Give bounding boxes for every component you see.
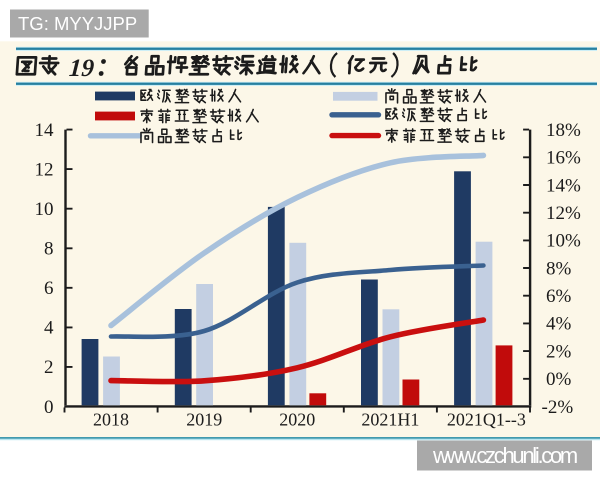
svg-text:18%: 18%	[546, 120, 581, 141]
svg-text:12: 12	[35, 159, 54, 180]
svg-text:TG: MYYJJPP: TG: MYYJJPP	[18, 13, 137, 34]
svg-text:2: 2	[44, 357, 54, 378]
svg-text:10: 10	[35, 199, 54, 220]
svg-text:8%: 8%	[546, 258, 572, 279]
svg-text:14%: 14%	[546, 175, 581, 196]
svg-text:4%: 4%	[546, 314, 572, 335]
svg-text:8: 8	[44, 239, 54, 260]
svg-text:14: 14	[35, 120, 55, 141]
svg-text:16%: 16%	[546, 148, 581, 169]
svg-text:4: 4	[44, 318, 54, 339]
svg-text:2018: 2018	[93, 410, 129, 430]
svg-text:0: 0	[44, 397, 54, 418]
svg-text:2021H1: 2021H1	[361, 410, 419, 430]
svg-text:6%: 6%	[546, 286, 572, 307]
svg-text:12%: 12%	[546, 203, 581, 224]
svg-text:10%: 10%	[546, 231, 581, 252]
svg-text:6: 6	[44, 278, 54, 299]
svg-text:2021Q1--3: 2021Q1--3	[447, 410, 526, 430]
svg-text:-2%: -2%	[542, 397, 574, 418]
svg-text:www.czchunli.com: www.czchunli.com	[432, 443, 577, 468]
svg-text:0%: 0%	[546, 369, 572, 390]
svg-text:2019: 2019	[186, 410, 222, 430]
svg-text:19: 19	[68, 55, 95, 82]
svg-text:2020: 2020	[279, 410, 315, 430]
svg-text:2%: 2%	[546, 341, 572, 362]
